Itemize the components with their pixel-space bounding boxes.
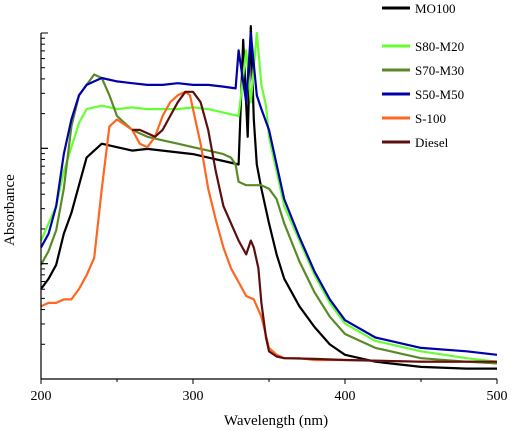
legend-label: Diesel (415, 135, 449, 150)
legend: MO100 S80-M20 S70-M30 S50-M50 S-100 Diesel (382, 1, 464, 150)
y-axis-title: Absorbance (2, 174, 18, 246)
plot-area (39, 25, 498, 370)
x-tick-label: 300 (183, 389, 204, 404)
x-tick-label: 400 (335, 389, 356, 404)
legend-label: S50-M50 (415, 87, 464, 102)
axes: 200 300 400 500 (31, 32, 508, 404)
legend-label: S-100 (415, 111, 446, 126)
series-line-s80-m20 (39, 31, 498, 363)
series-line-diesel (132, 90, 497, 363)
legend-label: S80-M20 (415, 39, 464, 54)
x-tick-label: 500 (487, 389, 508, 404)
x-tick-label: 200 (31, 389, 52, 404)
series-line-s50-m50 (40, 31, 498, 356)
legend-label: MO100 (415, 1, 455, 16)
series-line-s-100 (40, 90, 497, 363)
x-axis-title: Wavelength (nm) (224, 413, 328, 429)
legend-label: S70-M30 (415, 63, 464, 78)
